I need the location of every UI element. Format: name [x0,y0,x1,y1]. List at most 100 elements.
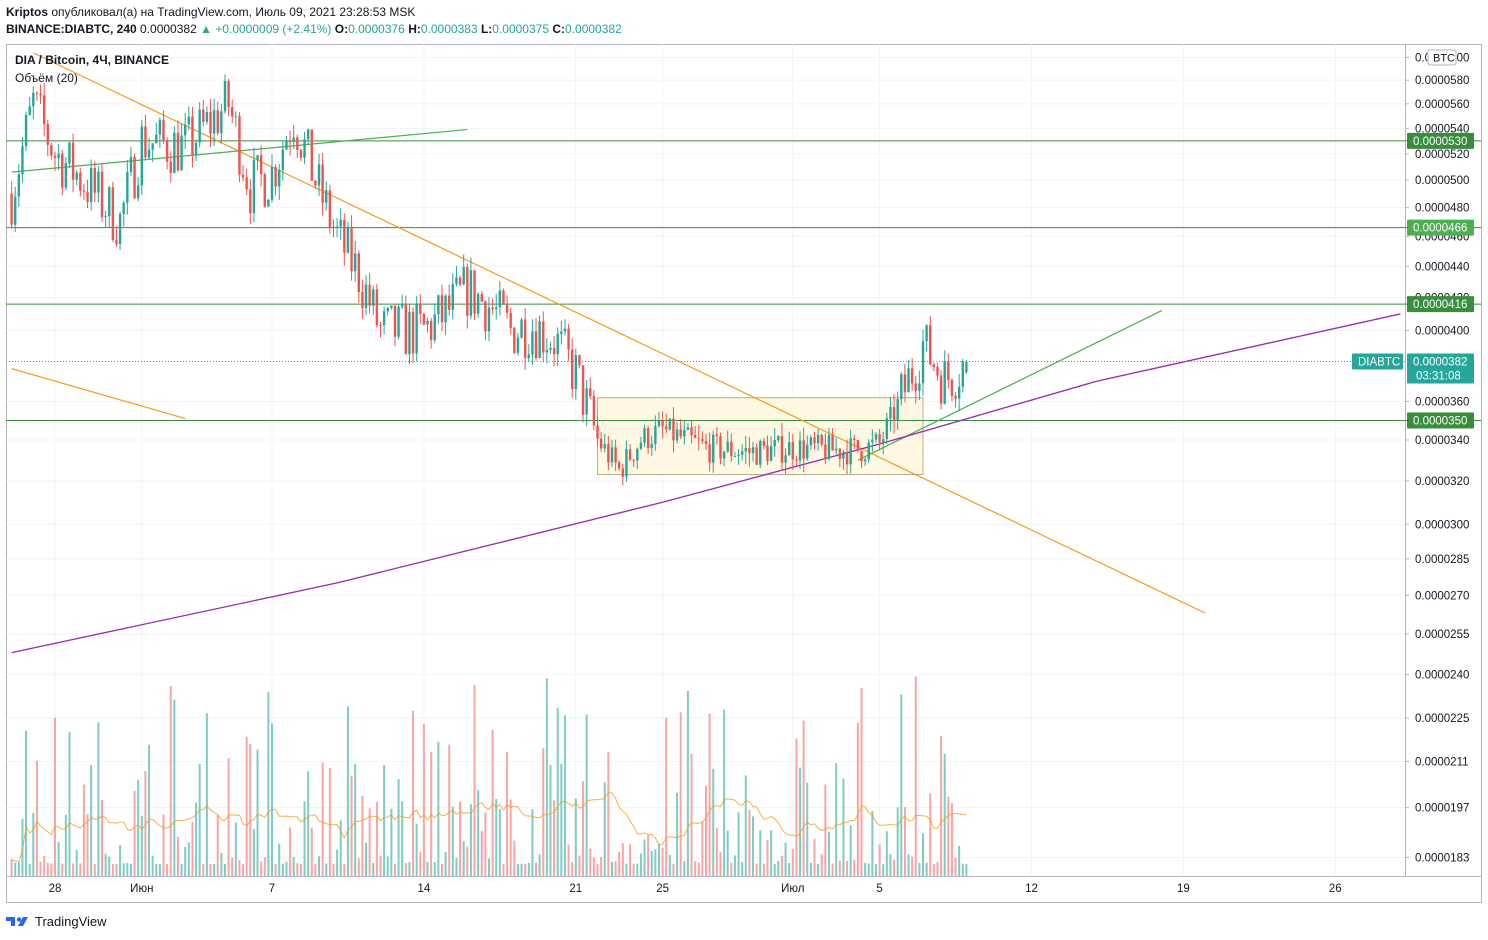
author-name[interactable]: Kriptos [6,5,48,19]
volume-bar [274,863,277,876]
candle-body [860,450,863,462]
volume-bar [715,827,718,876]
currency-label[interactable]: BTC [1427,49,1457,66]
level-badge-text: 0.0000466 [1413,223,1467,235]
volume-bar [484,812,487,876]
time-axis[interactable]: 28 Июн 7 14 21 25 Июл 5 12 19 26 [49,883,1342,895]
level-badge: 0.0000466 [1407,219,1474,236]
volume-bar [368,808,371,876]
candle-body [42,95,46,125]
time-tick-label: 12 [1025,883,1038,895]
level-badge-text: 0.0000530 [1413,136,1467,148]
volume-bar [777,860,780,876]
volume-bar [256,749,259,876]
volume-bar [903,807,906,876]
candle-body [549,347,552,350]
candle [118,211,122,251]
candle [57,143,60,171]
candle-body [368,284,371,306]
candle [614,439,617,471]
candle-body [314,180,317,186]
candle-body [545,349,549,353]
volume-bar [806,782,809,876]
trendline-orange-short[interactable] [11,368,186,420]
candle-body [245,177,248,190]
candle [683,420,686,445]
candle [165,137,169,170]
price-tick-label: 0.0000520 [1415,149,1469,161]
candle-body [636,448,639,461]
time-tick-label: 25 [656,883,669,895]
candle-body [339,219,342,227]
candle [892,394,896,434]
candle [755,443,758,466]
candle-body [122,202,125,214]
candle-body [462,267,465,285]
candle [570,338,574,398]
candle [151,143,154,163]
candle [180,123,183,171]
trendline-orange-down[interactable] [33,52,1206,614]
candle-body [191,116,194,156]
volume-bar [799,767,802,876]
volume-bar [223,863,226,876]
volume-bar [911,856,914,876]
volume-bar [574,798,577,876]
volume-bar [79,863,82,876]
volume-bar [242,863,245,876]
volume-bar [524,863,527,876]
volume-bar [770,830,773,876]
candle [50,142,53,160]
candle-body [390,305,393,309]
candle [46,119,49,157]
candle-body [32,92,35,107]
volume-bar [299,863,302,876]
candle [722,451,726,467]
candle-body [903,374,907,393]
candle-body [639,442,643,449]
candle-body [473,270,476,314]
volume-bar [25,730,28,876]
volume-legend[interactable]: Объём (20) [15,71,78,85]
candle [505,295,509,319]
volume-bar [918,862,921,876]
volume-bar [404,863,407,876]
candle [111,181,115,242]
candle-body [469,270,473,316]
candle-body [965,361,968,373]
candle [296,134,299,159]
candle-body [79,172,82,191]
candle-body [50,144,53,156]
volume-bar [17,862,20,876]
volume-bar [184,847,187,876]
candle [726,430,729,453]
candle [382,306,386,335]
purple-curve-line[interactable] [11,313,1401,654]
candle [878,428,881,451]
price-tick-label: 0.0000240 [1415,670,1469,682]
volume-bar [234,822,237,876]
volume-bar [618,852,621,876]
volume-bar [148,744,151,876]
candle-body [921,341,925,384]
candle-body [531,331,534,355]
volume-bar [835,763,838,876]
candle [625,440,628,483]
price-axis[interactable]: 0.00006000.00005800.00005600.00005400.00… [1405,49,1469,864]
volume-bar [448,744,451,876]
tradingview-logo[interactable]: TradingView [6,912,107,930]
volume-bar [332,863,335,876]
volume-bar [285,861,288,876]
candle [527,344,530,363]
price-tick-label: 0.0000540 [1415,123,1469,135]
volume-bar [169,686,172,876]
candle [665,413,668,434]
time-tick-label: 26 [1329,883,1342,895]
open-label: O: [334,22,349,36]
candle-body [791,442,794,460]
candle [220,103,223,144]
candle [715,427,719,445]
candle [603,433,606,453]
candle-body [151,143,154,150]
